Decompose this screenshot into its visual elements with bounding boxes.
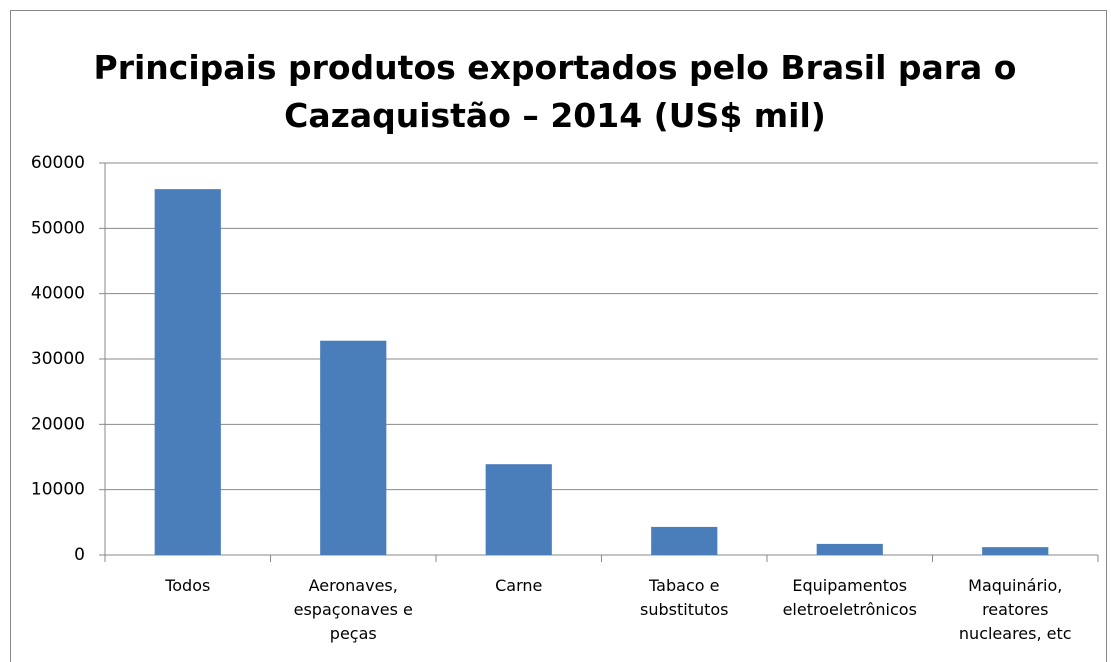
bar [485,464,552,555]
y-tick-label: 40000 [31,284,85,304]
chart-title: Principais produtos exportados pelo Bras… [93,48,1017,135]
chart-frame [10,10,1107,662]
y-tick-label: 60000 [31,153,85,173]
y-tick-label: 50000 [31,218,85,238]
x-tick-label: Equipamentos eletroeletrônicos [782,576,917,619]
x-tick-label: Todos [165,576,211,595]
y-tick-label: 0 [74,545,85,565]
bar [816,543,883,555]
bar [320,340,387,555]
y-tick-label: 20000 [31,414,85,434]
bar [154,189,221,555]
bar [982,547,1049,555]
x-tick-label: Carne [495,576,543,595]
x-tick-label: Tabaco e substitutos [640,576,729,619]
bar [651,526,718,555]
x-tick-label: Aeronaves, espaçonaves e peças [293,576,413,643]
y-tick-label: 10000 [31,480,85,500]
y-tick-label: 30000 [31,349,85,369]
x-tick-label: Maquinário, reatores nucleares, etc [958,576,1072,643]
